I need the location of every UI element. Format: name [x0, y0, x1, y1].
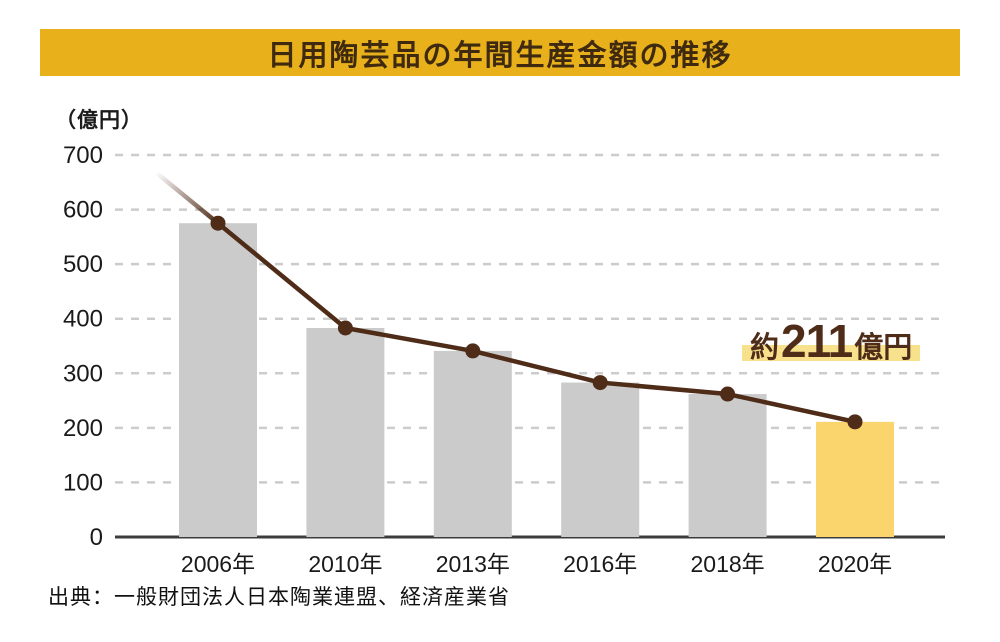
- line-point: [592, 375, 608, 391]
- x-category-label: 2013年: [436, 551, 510, 577]
- line-lead-in: [154, 170, 220, 225]
- value-annotation: 約211億円: [742, 315, 921, 367]
- line-series: [215, 220, 858, 425]
- y-tick-label: 0: [90, 524, 103, 551]
- annotation-prefix: 約: [750, 332, 780, 364]
- y-tick-label: 400: [63, 306, 103, 333]
- y-axis-unit-label: （億円）: [55, 109, 143, 132]
- line-point: [720, 386, 736, 402]
- annotation-suffix: 億円: [854, 332, 913, 364]
- y-tick-label: 200: [63, 415, 103, 442]
- line-point: [210, 215, 226, 231]
- x-category-label: 2006年: [181, 551, 255, 577]
- bar: [688, 394, 767, 537]
- x-category-label: 2010年: [308, 551, 382, 577]
- bar: [561, 382, 640, 537]
- annotation-value: 211: [781, 315, 853, 367]
- bar: [179, 223, 257, 537]
- y-tick-label: 700: [63, 142, 103, 169]
- bar: [433, 350, 512, 537]
- y-tick-label: 600: [63, 197, 103, 224]
- y-tick-label: 100: [63, 469, 103, 496]
- chart-title-bar: 日用陶芸品の年間生産金額の推移: [40, 29, 960, 76]
- x-category-label: 2016年: [563, 551, 637, 577]
- y-tick-label: 300: [63, 360, 103, 387]
- x-category-label: 2018年: [691, 551, 765, 577]
- y-tick-label: 500: [63, 251, 103, 278]
- bar-line-chart-canvas: 0 100 200 300 400 500 600 700 2006年 2010年 2013年 201…: [63, 142, 945, 577]
- bar: [306, 327, 385, 537]
- line-point: [465, 343, 481, 359]
- line-point: [337, 320, 353, 336]
- bar-highlighted: [816, 421, 894, 537]
- line-point: [847, 414, 863, 430]
- source-note: 出典：一般財団法人日本陶業連盟、経済産業省: [48, 586, 510, 609]
- value-annotation-inner: 約211億円: [742, 315, 921, 367]
- annotation-marker-highlight: [742, 345, 921, 361]
- x-category-label: 2020年: [818, 551, 892, 577]
- chart-title: 日用陶芸品の年間生産金額の推移: [267, 39, 733, 72]
